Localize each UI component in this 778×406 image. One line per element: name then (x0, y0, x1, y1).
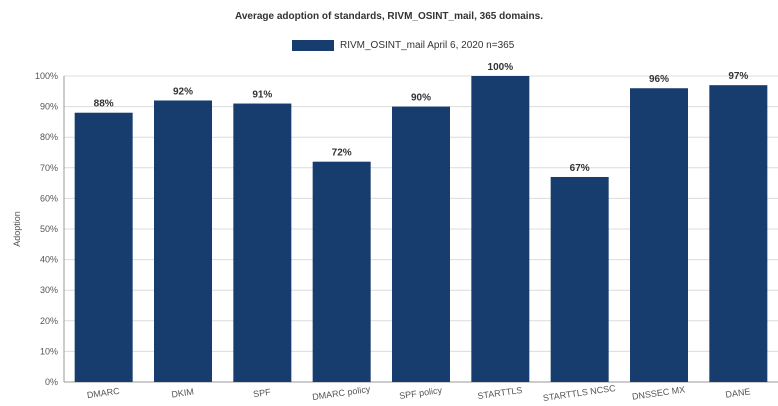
x-tick-label: SPF (253, 387, 272, 399)
bar (630, 88, 688, 383)
x-tick-label: STARTTLS NCSC (542, 383, 616, 403)
y-tick-label: 30% (40, 285, 58, 295)
data-label: 92% (173, 86, 193, 97)
bar (550, 176, 609, 382)
y-tick-label: 100% (35, 71, 58, 81)
y-tick-label: 60% (40, 193, 58, 203)
bar (471, 76, 530, 382)
y-tick-label: 80% (40, 132, 58, 142)
data-label: 90% (411, 93, 431, 104)
y-tick-label: 0% (45, 377, 58, 387)
y-tick-label: 50% (40, 224, 58, 234)
x-tick-label: DANE (725, 386, 751, 399)
y-axis-title: Adoption (12, 211, 22, 247)
bar (154, 100, 212, 382)
x-tick-label: SPF policy (399, 385, 443, 401)
bar (392, 106, 450, 382)
x-tick-label: DNSSEC MX (631, 384, 685, 401)
data-label: 88% (94, 99, 114, 110)
y-tick-label: 90% (40, 102, 58, 112)
chart-title: Average adoption of standards, RIVM_OSIN… (234, 11, 544, 22)
bar (74, 112, 133, 382)
x-tick-label: DMARC policy (312, 384, 372, 402)
bar (709, 85, 768, 383)
data-label: 67% (570, 163, 590, 174)
bar (312, 161, 371, 382)
legend: RIVM_OSINT_mail April 6, 2020 n=365 (292, 40, 514, 51)
data-label: 96% (649, 74, 669, 85)
y-tick-label: 40% (40, 255, 58, 265)
y-tick-label: 10% (40, 346, 58, 356)
x-tick-label: STARTTLS (477, 385, 523, 401)
bar (233, 103, 292, 382)
legend-label: RIVM_OSINT_mail April 6, 2020 n=365 (340, 40, 515, 51)
y-tick-label: 20% (40, 316, 58, 326)
x-tick-label: DKIM (171, 387, 195, 400)
data-label: 100% (488, 62, 514, 73)
data-label: 91% (252, 90, 272, 101)
y-tick-label: 70% (40, 163, 58, 173)
legend-swatch (292, 40, 334, 51)
data-label: 97% (728, 71, 748, 82)
x-tick-label: DMARC (86, 386, 121, 401)
data-label: 72% (332, 148, 352, 159)
